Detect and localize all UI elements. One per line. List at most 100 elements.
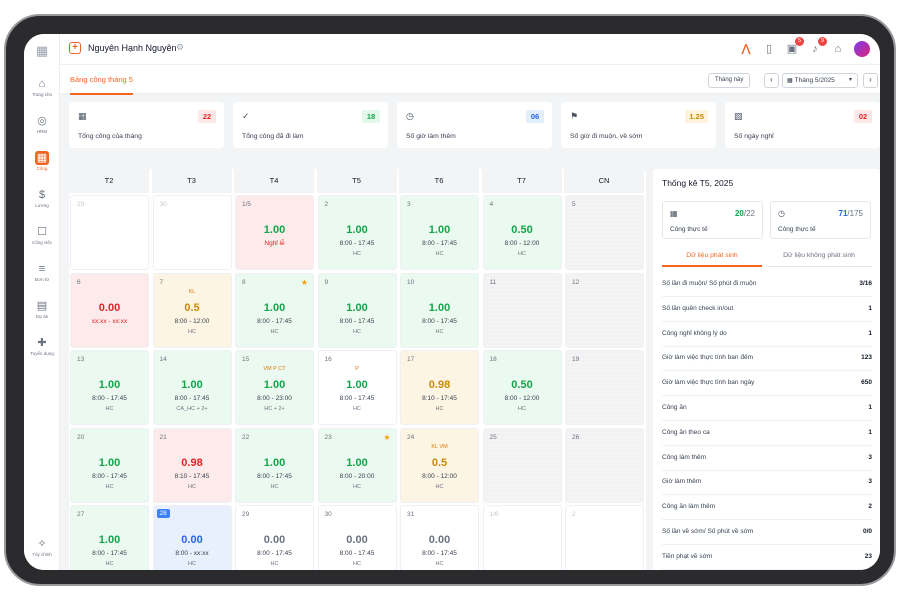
day-number: 5 — [572, 201, 576, 208]
day-cell[interactable]: 21 0.98 8:10 - 17:45 HC — [152, 427, 232, 503]
weekday-header: T6 — [399, 169, 480, 193]
summary-label: Tổng công đã đi làm — [242, 133, 304, 140]
stat-label: Công ăn làm thêm — [662, 503, 716, 511]
day-cell[interactable]: 14 1.00 8:00 - 17:45 CA_HC + 2+ — [152, 350, 232, 425]
sidebar-item-5[interactable]: ≡ Đơn từ — [24, 259, 60, 293]
day-time: 8:00 - 17:45 — [339, 317, 375, 325]
stat-mini-label: Công thực tế — [778, 226, 816, 233]
tab-monthly-timesheet[interactable]: Bảng công tháng 5 — [70, 65, 133, 95]
day-time: 8:00 - 17:45 — [257, 550, 292, 557]
day-number: 22 — [242, 433, 250, 441]
stat-row: Công nghỉ không lý do 1 — [662, 322, 872, 347]
sidebar-item-7[interactable]: ✚ Tuyển dụng — [24, 333, 60, 367]
tab-non-generated-data[interactable]: Dữ liệu không phát sinh — [766, 249, 872, 267]
day-cell[interactable]: 10 1.00 8:00 - 17:45 HC — [400, 272, 479, 348]
day-value: 1.00 — [263, 456, 286, 469]
stat-value: 23 — [864, 552, 872, 560]
avatar[interactable] — [854, 41, 870, 57]
day-cell[interactable]: 2 1.00 8:00 - 17:45 HC — [317, 195, 397, 270]
stat-label: Công nghỉ không lý do — [662, 329, 727, 337]
day-cell[interactable]: 3 1.00 8:00 - 17:45 HC — [400, 195, 479, 270]
day-number: 29 — [77, 201, 85, 208]
prev-month-button[interactable]: ‹ — [764, 73, 779, 88]
month-select[interactable]: ▦ Tháng 5/2025 ▾ — [782, 73, 858, 88]
home-icon[interactable]: ⌂ — [834, 43, 842, 55]
gear-icon[interactable]: ⚙ — [176, 42, 185, 52]
day-cell[interactable]: 5 — [565, 195, 644, 270]
day-cell[interactable]: 18 0.50 8:00 - 12:00 HC — [482, 350, 562, 425]
day-cell[interactable]: 20 1.00 8:00 - 17:45 HC — [70, 427, 149, 503]
brand-logo-icon[interactable]: ⋀ — [741, 43, 751, 55]
tab-generated-data[interactable]: Dữ liệu phát sinh — [662, 249, 762, 267]
sidebar-item-4[interactable]: ☐ Công việc — [24, 222, 60, 256]
chat-icon[interactable]: ▣ 5 — [785, 37, 804, 56]
apps-grid-icon[interactable]: ▦ — [35, 43, 49, 58]
calendar-icon: ▦ — [78, 111, 87, 121]
sidebar-item-0[interactable]: ⌂ Trang chủ — [24, 74, 60, 108]
day-value: 0.50 — [511, 379, 533, 391]
weekday-header: T3 — [151, 169, 233, 193]
day-cell[interactable]: 23 ★ 1.00 8:00 - 20:00 HC — [317, 427, 397, 503]
sidebar-item-customize[interactable]: ✧ Tùy chỉnh — [24, 534, 60, 568]
sidebar-item-2[interactable]: ▦ Công — [24, 148, 60, 182]
day-time: 8:00 - 12:00 — [422, 472, 457, 480]
stat-mini-actual: 20 — [734, 209, 744, 218]
bell-icon[interactable]: ♪ 9 — [808, 37, 827, 56]
day-cell[interactable]: 31 0.00 8:00 - 17:45 HC — [400, 505, 479, 570]
day-cell[interactable]: 17 0.98 8:10 - 17:45 HC — [400, 350, 479, 425]
day-cell[interactable]: 11 — [482, 272, 562, 348]
day-cell[interactable]: 9 1.00 8:00 - 17:45 HC — [317, 272, 397, 348]
day-cell[interactable]: 27 1.00 8:00 - 17:45 HC — [70, 505, 149, 570]
day-time: 8:00 - 17:45 — [339, 395, 375, 402]
next-month-button[interactable]: › — [863, 73, 878, 88]
sidebar-item-1[interactable]: ◎ HRM — [24, 111, 60, 145]
day-cell[interactable]: 22 1.00 8:00 - 17:45 HC — [235, 427, 314, 503]
summary-label: Số ngày nghỉ — [734, 133, 774, 140]
day-cell[interactable]: 25 — [482, 427, 562, 503]
day-cell[interactable]: 26 — [565, 427, 644, 503]
stat-mini-total: /22 — [743, 209, 755, 218]
task-icon: ☐ — [37, 226, 47, 238]
day-cell[interactable]: 24 KL VM 0.5 8:00 - 12:00 HC — [400, 427, 479, 503]
day-number: 1/5 — [242, 201, 252, 208]
day-cell[interactable]: 7 KL 0.5 8:00 - 12:00 HC — [152, 272, 232, 348]
day-cell[interactable]: 6 0.00 xx:xx - xx:xx — [70, 272, 149, 348]
stat-mini-card: ◷ 71/175 Công thực tế — [770, 201, 871, 239]
day-cell[interactable]: 29 — [70, 195, 149, 270]
day-cell[interactable]: 29 0.00 8:00 - 17:45 HC — [235, 505, 314, 570]
summary-card: ◷ 06 Số giờ làm thêm — [397, 102, 552, 148]
day-time: 8:00 - 12:00 — [504, 240, 540, 247]
day-cell[interactable]: 30 — [152, 195, 232, 270]
sidebar-item-3[interactable]: $ Lương — [24, 185, 60, 219]
day-cell[interactable]: 19 — [565, 350, 644, 425]
day-shift: HC — [435, 483, 444, 490]
day-cell[interactable]: 2 — [565, 505, 644, 570]
stat-value: 3/16 — [859, 280, 872, 287]
day-cell[interactable]: 30 0.00 8:00 - 17:45 HC — [317, 505, 397, 570]
sidebar-item-6[interactable]: ▤ Dự án — [24, 296, 60, 330]
day-shift: HC — [353, 251, 361, 257]
day-cell[interactable]: 16 P 1.00 8:00 - 17:45 HC — [317, 350, 397, 425]
day-cell[interactable]: 8 ★ 1.00 8:00 - 17:45 HC — [235, 272, 314, 348]
day-value: 0.00 — [428, 534, 451, 546]
day-value: 1.00 — [346, 301, 368, 314]
day-cell[interactable]: 1/6 — [482, 505, 562, 570]
day-value: 1.00 — [428, 301, 451, 314]
day-time: 8:00 - 23:00 — [257, 395, 292, 402]
clock-icon: ◷ — [778, 209, 785, 218]
day-cell[interactable]: 13 1.00 8:00 - 17:45 HC — [70, 350, 149, 425]
bookmark-icon[interactable]: ▯ — [765, 43, 773, 55]
this-month-button[interactable]: Tháng này — [708, 73, 751, 88]
day-cell[interactable]: 28 0.00 8:00 - xx:xx HC — [152, 505, 232, 570]
day-cell[interactable]: 1/5 1.00 Nghỉ lễ — [235, 195, 314, 270]
stat-mini-value: 20/22 — [735, 209, 755, 218]
day-time: 8:10 - 17:45 — [174, 472, 210, 480]
day-number: 15 — [242, 356, 250, 363]
day-cell[interactable]: 4 0.50 8:00 - 12:00 HC — [482, 195, 562, 270]
stat-row: Số lần quên check in/out 1 — [662, 297, 872, 322]
add-icon[interactable]: + — [69, 42, 81, 54]
day-cell[interactable]: 12 — [565, 272, 644, 348]
day-shift: HC — [188, 328, 196, 335]
day-value: 1.00 — [263, 301, 286, 314]
day-cell[interactable]: 15 VM P CT 1.00 8:00 - 23:00 HC + 2+ — [235, 350, 314, 425]
